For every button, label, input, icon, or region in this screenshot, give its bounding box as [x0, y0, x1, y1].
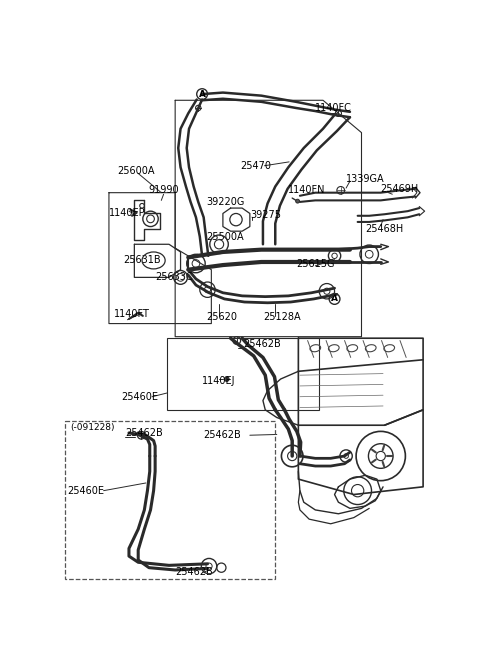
Circle shape	[296, 199, 300, 203]
Text: 25462B: 25462B	[204, 430, 241, 440]
Text: 25460E: 25460E	[67, 485, 104, 496]
Text: 25462B: 25462B	[175, 567, 213, 577]
Text: 25462B: 25462B	[244, 339, 281, 350]
Text: 25633C: 25633C	[155, 272, 193, 282]
Text: 1140EP: 1140EP	[109, 209, 145, 218]
Text: 91990: 91990	[148, 186, 179, 195]
Text: 1140EJ: 1140EJ	[202, 375, 236, 386]
Text: 39220G: 39220G	[206, 197, 244, 207]
Text: (-091228): (-091228)	[71, 423, 115, 432]
Text: 25460E: 25460E	[121, 392, 158, 401]
Text: A: A	[331, 295, 338, 304]
Circle shape	[225, 377, 229, 381]
Text: 25469H: 25469H	[381, 184, 419, 194]
Text: 1339GA: 1339GA	[346, 174, 385, 184]
Text: 25128A: 25128A	[263, 312, 300, 322]
Text: A: A	[199, 90, 205, 98]
Text: 25631B: 25631B	[123, 255, 160, 264]
Text: 39275: 39275	[250, 210, 281, 220]
Bar	[65, 421, 275, 579]
Text: 25468H: 25468H	[365, 224, 404, 234]
Text: 25462B: 25462B	[125, 428, 163, 438]
Text: 25620: 25620	[206, 312, 237, 322]
Text: 1140FT: 1140FT	[114, 308, 149, 319]
Text: 25615G: 25615G	[296, 258, 335, 268]
Text: 1140FC: 1140FC	[315, 103, 352, 113]
Bar	[168, 338, 319, 410]
Text: 25470: 25470	[240, 161, 272, 171]
Text: 25600A: 25600A	[118, 166, 155, 176]
Text: 25500A: 25500A	[206, 232, 243, 241]
Text: 1140FN: 1140FN	[288, 186, 326, 195]
